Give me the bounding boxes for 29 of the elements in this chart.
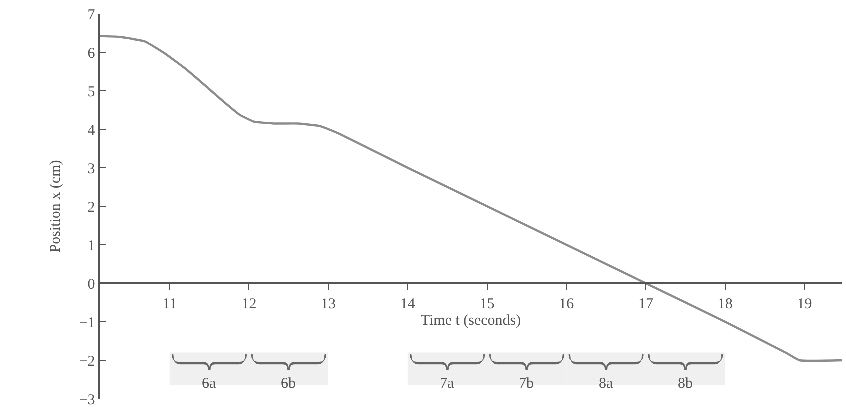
band-label: 6a: [202, 376, 216, 392]
band-label: 7b: [519, 376, 534, 392]
y-tick-label: −3: [79, 392, 96, 408]
y-tick-label: 5: [88, 84, 96, 100]
y-tick-label: −1: [79, 315, 96, 332]
x-tick-label: 17: [638, 296, 654, 312]
x-axis-title: Time t (seconds): [420, 312, 522, 329]
x-tick-label: 16: [559, 296, 575, 312]
x-tick-label: 14: [400, 296, 416, 312]
y-tick-label: −2: [79, 354, 96, 370]
x-tick-label: 15: [480, 296, 495, 312]
x-tick-label: 18: [718, 296, 733, 312]
band-label: 8b: [678, 376, 693, 392]
band-label: 8a: [599, 376, 614, 392]
x-tick-label: 13: [321, 296, 336, 312]
y-tick-label: 6: [88, 46, 96, 62]
y-tick-label: 4: [88, 122, 96, 139]
line-series: [100, 35, 842, 362]
y-tick-label: 7: [88, 7, 96, 24]
y-tick-label: 1: [88, 238, 96, 254]
x-tick-label: 19: [797, 296, 812, 312]
x-tick-label: 11: [162, 296, 178, 312]
band-label: 7a: [440, 376, 454, 392]
y-tick-label: 2: [88, 200, 96, 216]
y-axis-title: Position x (cm): [48, 160, 64, 253]
x-tick-label: 12: [242, 296, 257, 312]
y-tick-label: 0: [88, 276, 96, 293]
band-label: 6b: [281, 376, 296, 392]
y-tick-label: 3: [88, 161, 96, 178]
